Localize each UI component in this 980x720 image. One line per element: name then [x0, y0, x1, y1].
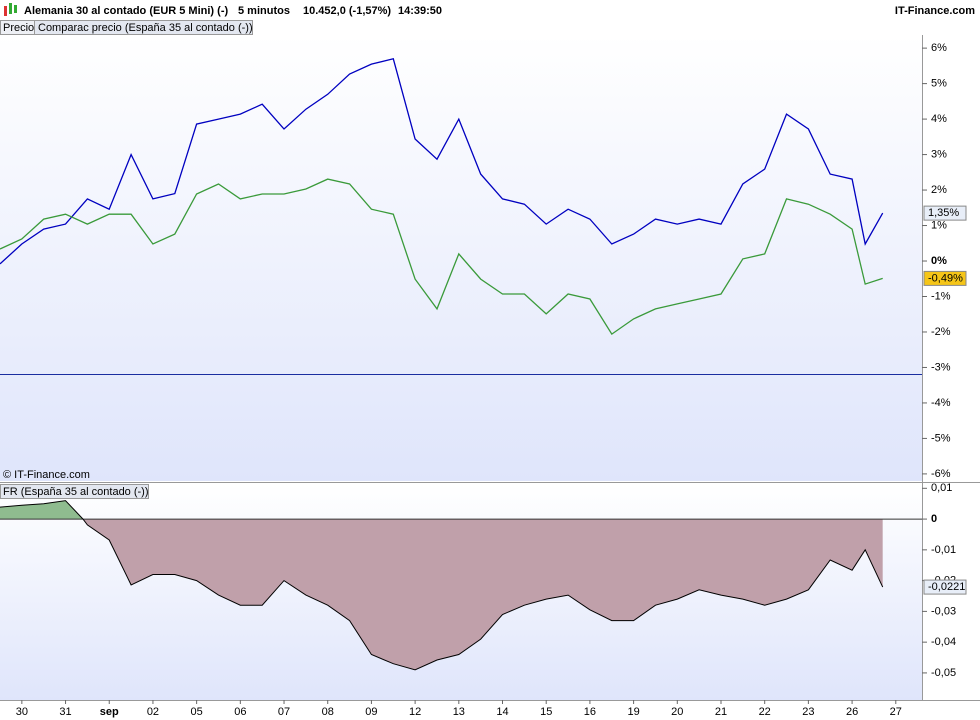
- y-tick-label: 3%: [931, 148, 947, 160]
- y-tick-label: -0,05: [931, 667, 956, 679]
- price-panel: [0, 35, 922, 481]
- instrument-title: Alemania 30 al contado (EUR 5 Mini) (-): [24, 5, 228, 17]
- x-tick-label: 02: [147, 706, 159, 718]
- end-label: -0,0221: [928, 581, 965, 593]
- tab[interactable]: [34, 20, 253, 35]
- x-tick-label: 16: [584, 706, 596, 718]
- x-tick-label: 26: [846, 706, 858, 718]
- x-tick-label: 31: [59, 706, 71, 718]
- tab-label[interactable]: Comparac precio (España 35 al contado (-…: [38, 22, 253, 34]
- indicator-tab[interactable]: [0, 484, 149, 499]
- y-tick-label: 4%: [931, 113, 947, 125]
- end-label: 1,35%: [928, 207, 959, 219]
- y-tick-label: 1%: [931, 219, 947, 231]
- y-tick-label: 2%: [931, 184, 947, 196]
- y-tick-label: 5%: [931, 78, 947, 90]
- y-tick-label: 6%: [931, 42, 947, 54]
- clock: 14:39:50: [398, 5, 442, 17]
- end-label-box: [923, 205, 967, 221]
- interval: 5 minutos: [238, 5, 290, 17]
- y-tick-label: -5%: [931, 432, 951, 444]
- y-tick-label: -2%: [931, 326, 951, 338]
- y-tick-label: -6%: [931, 468, 951, 480]
- x-tick-label: 13: [453, 706, 465, 718]
- x-tick-label: 30: [16, 706, 28, 718]
- y-tick-label: 0%: [931, 255, 947, 267]
- y-tick-label: -0,04: [931, 636, 956, 648]
- fr-line: [0, 500, 884, 671]
- x-tick-label: 22: [759, 706, 771, 718]
- x-tick-label: 15: [540, 706, 552, 718]
- x-tick-label: 20: [671, 706, 683, 718]
- x-tick-label: 09: [365, 706, 377, 718]
- y-tick-label: -1%: [931, 290, 951, 302]
- x-tick-label: 12: [409, 706, 421, 718]
- end-label: -0,49%: [928, 272, 963, 284]
- y-tick-label: 0,01: [931, 482, 952, 494]
- y-tick-label: -4%: [931, 397, 951, 409]
- brand: IT-Finance.com: [895, 5, 975, 17]
- x-tick-label: 27: [890, 706, 902, 718]
- x-tick-label: 05: [191, 706, 203, 718]
- negative-area: [0, 519, 883, 670]
- y-tick-label: -0,03: [931, 605, 956, 617]
- x-tick-label: 21: [715, 706, 727, 718]
- app-icon: [4, 3, 17, 16]
- x-tick-label: 07: [278, 706, 290, 718]
- series-line: [0, 178, 883, 336]
- y-tick-label: -3%: [931, 361, 951, 373]
- x-tick-label: 06: [234, 706, 246, 718]
- tab-label[interactable]: Precio: [3, 22, 34, 34]
- x-tick-label: 23: [802, 706, 814, 718]
- x-tick-label: 14: [496, 706, 508, 718]
- indicator-title[interactable]: FR (España 35 al contado (-)): [3, 486, 149, 498]
- series-line: [0, 58, 884, 265]
- x-tick-label: 19: [627, 706, 639, 718]
- end-label-box: [923, 270, 967, 286]
- x-tick-label: 08: [322, 706, 334, 718]
- end-label-box: [923, 579, 967, 595]
- positive-area: [0, 500, 83, 520]
- y-tick-label: -0,01: [931, 544, 956, 556]
- price: 10.452,0 (-1,57%): [303, 5, 391, 17]
- x-tick-label: sep: [100, 706, 119, 718]
- y-tick-label: 0: [931, 513, 937, 525]
- copyright: © IT-Finance.com: [3, 469, 90, 481]
